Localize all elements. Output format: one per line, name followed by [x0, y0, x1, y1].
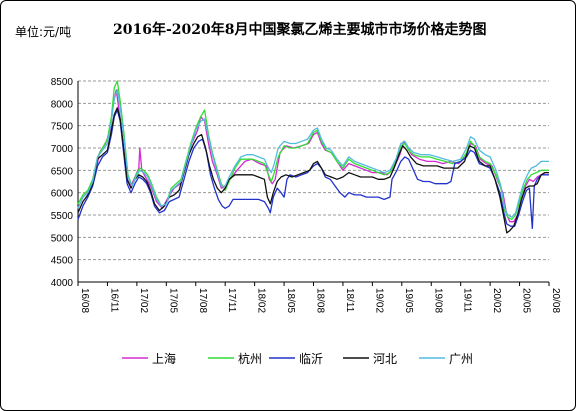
y-tick-label: 8000 [51, 99, 74, 110]
chart-title: 2016年-2020年8月中国聚氯乙烯主要城市市场价格走势图 [113, 22, 487, 38]
x-tick-label: 17/05 [167, 288, 178, 313]
x-tick-label: 18/05 [285, 288, 296, 313]
x-tick-label: 19/02 [373, 288, 384, 313]
x-tick-label: 18/11 [344, 288, 355, 313]
x-tick-label: 19/05 [403, 288, 414, 313]
legend-label: 杭州 [238, 351, 262, 366]
x-tick-label: 17/08 [197, 288, 208, 313]
x-tick-label: 17/02 [138, 288, 149, 313]
y-tick-label: 8500 [51, 77, 74, 88]
x-tick-label: 19/08 [432, 288, 443, 313]
legend-label: 上海 [152, 351, 176, 366]
y-tick-label: 4500 [51, 256, 74, 267]
x-tick-label: 20/05 [521, 288, 532, 313]
y-tick-label: 6000 [51, 189, 74, 200]
x-tick-label: 16/11 [108, 288, 119, 313]
x-tick-label: 20/02 [491, 288, 502, 313]
unit-label: 单位:元/吨 [15, 25, 72, 39]
x-tick-label: 18/08 [315, 288, 326, 313]
x-tick-label: 17/11 [226, 288, 237, 313]
x-tick-label: 18/02 [256, 288, 267, 313]
y-tick-label: 6500 [51, 166, 74, 177]
series-line [77, 80, 549, 221]
x-tick-label: 19/11 [462, 288, 473, 313]
series-line [77, 107, 549, 234]
series-line [77, 89, 549, 218]
y-tick-label: 7500 [51, 122, 74, 133]
y-tick-label: 5000 [51, 233, 74, 244]
series-line [77, 109, 549, 230]
y-tick-label: 4000 [51, 278, 74, 289]
legend-label: 临沂 [299, 352, 323, 366]
y-tick-label: 5500 [51, 211, 74, 222]
x-tick-label: 20/08 [550, 288, 561, 313]
legend-label: 广州 [449, 352, 473, 366]
x-tick-label: 16/08 [79, 288, 90, 313]
legend-label: 河北 [373, 352, 397, 366]
y-tick-label: 7000 [51, 144, 74, 155]
